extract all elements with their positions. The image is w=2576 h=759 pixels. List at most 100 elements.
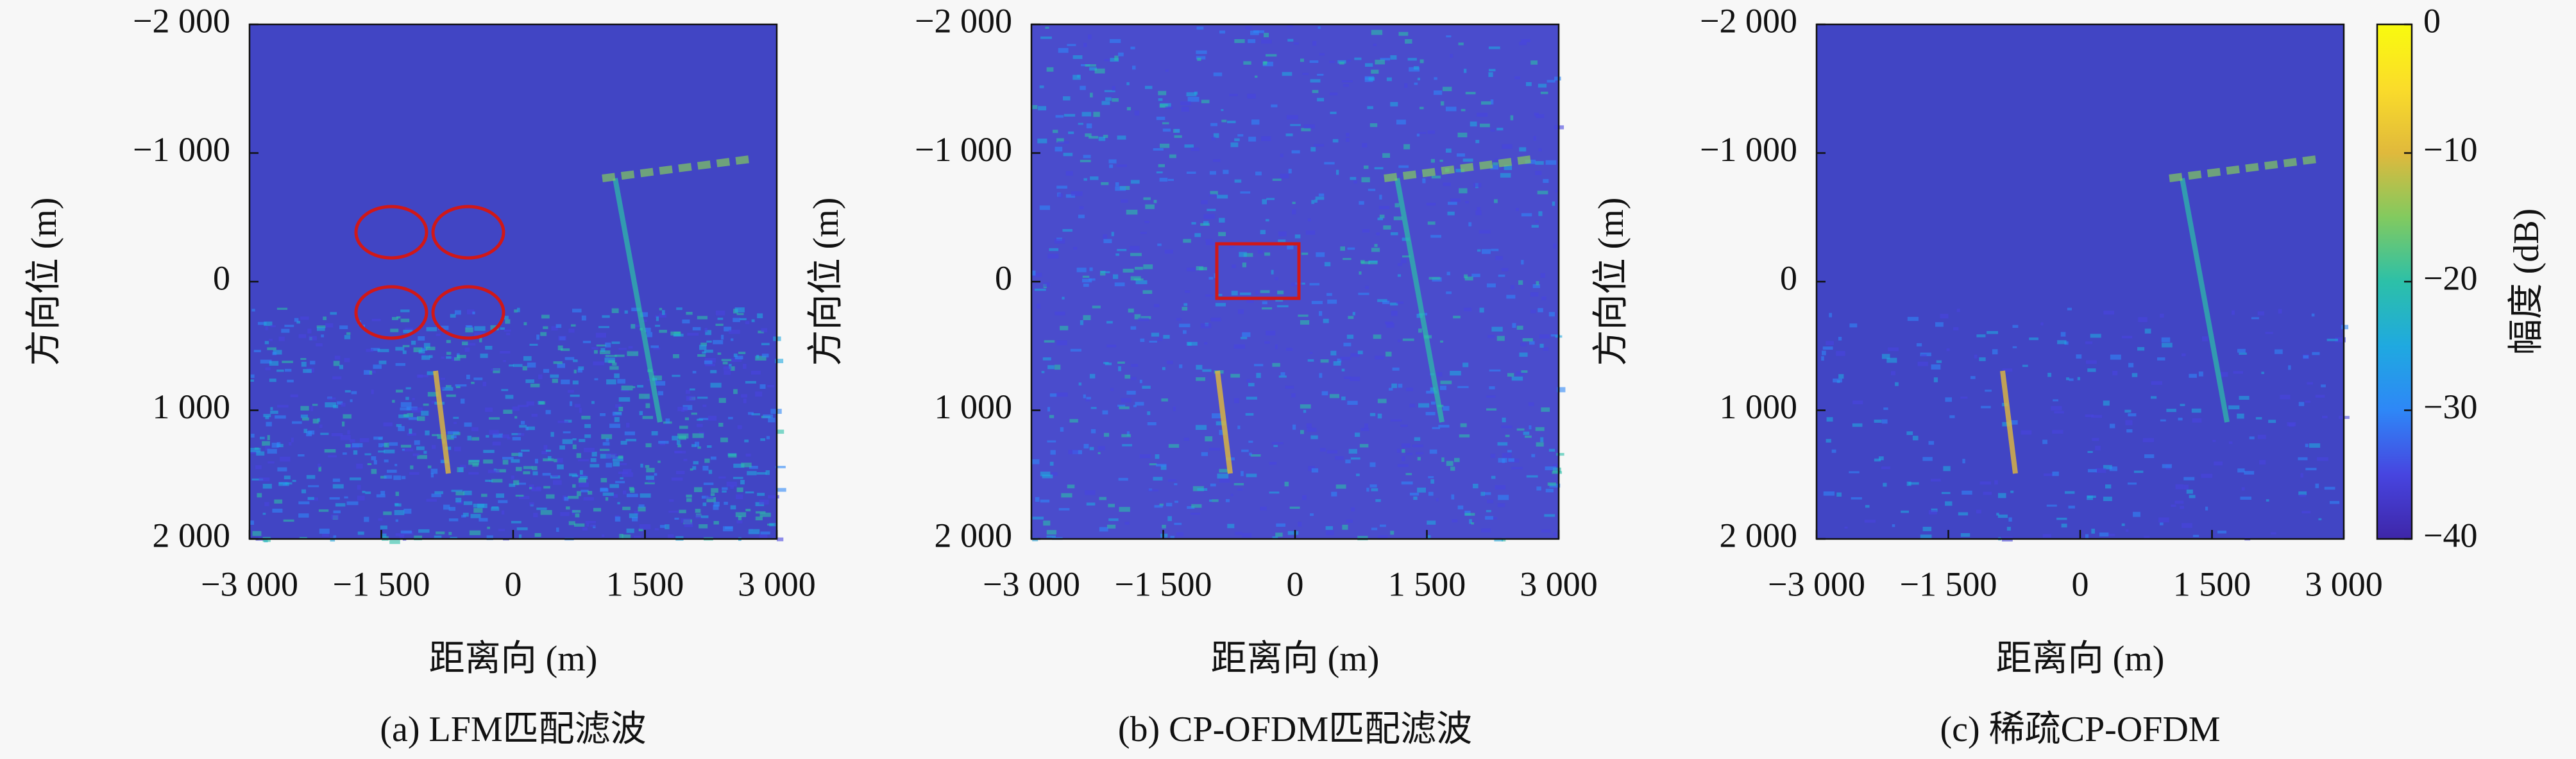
- texture-speck: [2265, 332, 2273, 334]
- texture-speck: [464, 347, 470, 352]
- texture-speck: [1196, 377, 1206, 381]
- texture-speck: [1404, 83, 1408, 89]
- texture-speck: [1359, 444, 1369, 448]
- texture-speck: [1480, 491, 1485, 496]
- texture-speck: [432, 434, 439, 436]
- texture-speck: [1476, 112, 1488, 117]
- texture-speck: [744, 439, 749, 443]
- texture-speck: [729, 330, 740, 334]
- texture-speck: [1246, 379, 1251, 382]
- texture-speck: [1506, 294, 1516, 299]
- texture-speck: [722, 487, 728, 490]
- texture-speck: [1377, 534, 1388, 539]
- texture-speck: [1371, 488, 1378, 491]
- texture-speck: [1494, 158, 1499, 161]
- texture-speck: [527, 362, 536, 368]
- texture-speck: [1144, 221, 1150, 223]
- texture-speck: [1116, 164, 1127, 167]
- texture-speck: [734, 307, 745, 312]
- texture-speck: [1248, 39, 1256, 44]
- structure: [2169, 155, 2318, 182]
- texture-speck: [380, 491, 386, 495]
- texture-speck: [1406, 452, 1413, 456]
- texture-speck: [1494, 199, 1498, 203]
- texture-speck: [624, 310, 628, 314]
- texture-speck: [648, 480, 655, 483]
- annotation-ellipse: [431, 205, 505, 260]
- texture-speck: [427, 371, 436, 375]
- texture-speck: [576, 453, 582, 458]
- texture-speck: [583, 497, 594, 501]
- texture-speck: [618, 397, 631, 402]
- texture-speck: [1219, 477, 1230, 483]
- texture-speck: [400, 445, 412, 448]
- texture-speck: [656, 316, 659, 321]
- texture-speck: [626, 493, 638, 497]
- texture-speck: [425, 430, 430, 436]
- texture-speck: [272, 352, 277, 355]
- texture-speck: [1287, 531, 1299, 535]
- texture-speck: [1294, 234, 1301, 239]
- texture-speck: [724, 370, 731, 375]
- texture-speck: [1443, 405, 1450, 411]
- texture-speck: [730, 505, 736, 509]
- texture-speck: [1936, 360, 1942, 363]
- texture-speck: [411, 340, 416, 345]
- texture-speck: [1481, 528, 1491, 533]
- texture-speck: [1970, 376, 1976, 379]
- texture-speck: [503, 359, 506, 362]
- texture-speck: [775, 466, 786, 468]
- texture-speck: [1241, 449, 1249, 452]
- texture-speck: [532, 466, 538, 470]
- texture-speck: [306, 431, 312, 436]
- texture-speck: [473, 507, 483, 513]
- texture-speck: [572, 484, 576, 488]
- texture-speck: [2085, 534, 2089, 538]
- texture-speck: [511, 432, 521, 436]
- texture-speck: [1204, 342, 1208, 345]
- texture-speck: [699, 418, 709, 420]
- texture-speck: [1865, 505, 1870, 508]
- texture-speck: [1538, 148, 1542, 152]
- texture-speck: [1317, 98, 1325, 102]
- texture-speck: [1329, 92, 1338, 96]
- texture-speck: [1040, 36, 1052, 39]
- texture-speck: [654, 473, 657, 476]
- texture-speck: [1531, 225, 1539, 228]
- texture-speck: [606, 379, 616, 385]
- texture-speck: [1359, 271, 1362, 275]
- texture-speck: [1287, 244, 1294, 250]
- texture-speck: [569, 401, 573, 406]
- texture-speck: [489, 430, 499, 435]
- texture-speck: [1108, 159, 1117, 164]
- texture-speck: [631, 307, 641, 312]
- texture-speck: [1949, 415, 1955, 418]
- texture-speck: [1336, 169, 1339, 175]
- texture-speck: [713, 521, 719, 525]
- texture-speck: [512, 437, 521, 441]
- texture-speck: [737, 425, 742, 429]
- texture-speck: [1272, 178, 1282, 181]
- texture-speck: [1375, 60, 1385, 65]
- texture-speck: [1379, 214, 1385, 219]
- texture-speck: [1552, 467, 1561, 473]
- texture-speck: [2289, 423, 2295, 427]
- texture-speck: [2010, 490, 2014, 493]
- texture-speck: [2212, 439, 2216, 442]
- texture-speck: [1264, 341, 1270, 344]
- texture-speck: [2126, 429, 2133, 433]
- texture-speck: [1962, 490, 1972, 495]
- texture-speck: [734, 355, 743, 360]
- texture-speck: [1366, 488, 1369, 492]
- texture-speck: [258, 477, 270, 482]
- texture-speck: [1928, 509, 1937, 515]
- texture-speck: [418, 529, 430, 533]
- texture-speck: [333, 361, 340, 366]
- texture-speck: [1953, 327, 1959, 331]
- texture-speck: [775, 359, 784, 364]
- y-tick-label: 2 000: [935, 516, 1013, 554]
- texture-speck: [1335, 484, 1346, 489]
- texture-speck: [2303, 355, 2309, 359]
- texture-speck: [367, 463, 372, 465]
